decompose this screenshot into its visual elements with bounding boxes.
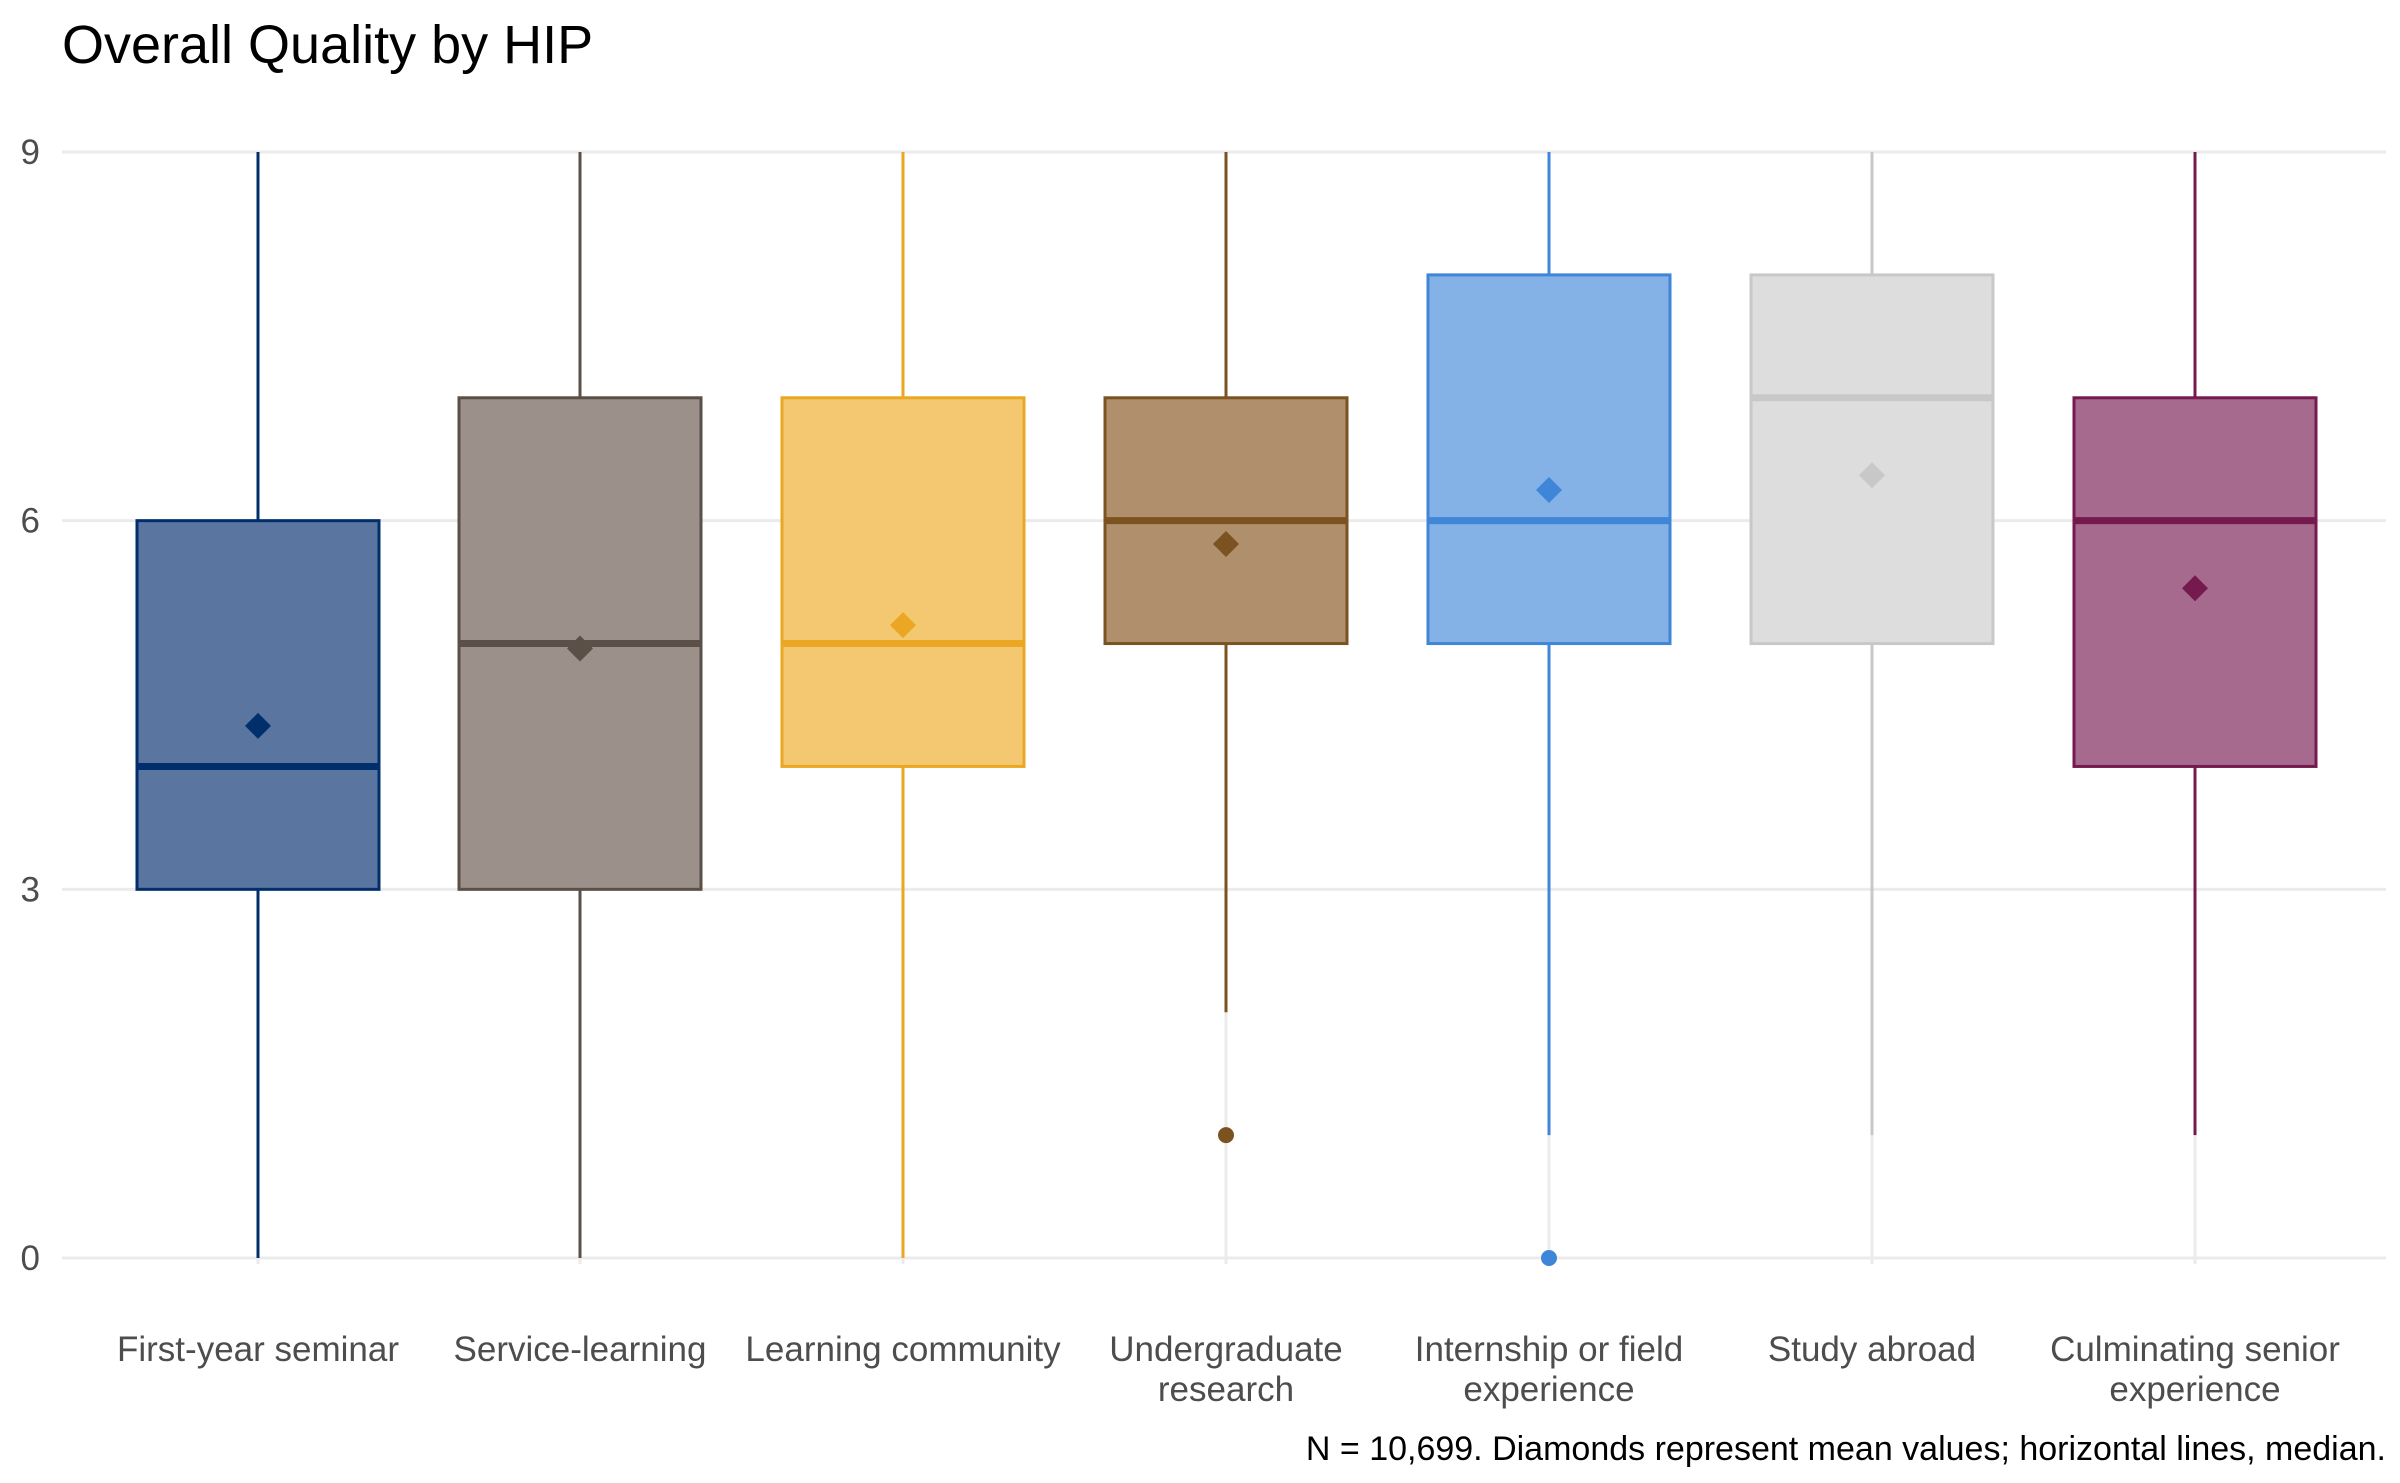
- y-tick-label: 0: [21, 1239, 40, 1278]
- x-tick-label: Study abroad: [1768, 1330, 1976, 1369]
- outlier-point: [1218, 1127, 1234, 1144]
- x-tick-label: First-year seminar: [117, 1330, 399, 1369]
- box-2: [457, 152, 703, 1258]
- y-tick-label: 3: [21, 870, 40, 909]
- iqr-box: [1749, 273, 1995, 646]
- box-5: [1426, 152, 1672, 1266]
- box-6: [1749, 152, 1995, 1136]
- y-axis-tick-labels: 0 3 6 9: [21, 133, 40, 1278]
- mean-diamond: [567, 635, 593, 662]
- box-plots: [135, 152, 2318, 1266]
- x-tick-label: Culminating senior experience: [2050, 1330, 2340, 1409]
- outlier-point: [1541, 1250, 1557, 1266]
- x-axis-tick-labels: First-year seminar Service-learning Learni…: [117, 1330, 2340, 1409]
- y-tick-label: 6: [21, 502, 40, 541]
- x-tick-label: Learning community: [745, 1330, 1061, 1369]
- x-tick-label: Internship or field experience: [1415, 1330, 1683, 1409]
- chart-title: Overall Quality by HIP: [62, 15, 593, 75]
- iqr-box: [780, 396, 1026, 768]
- mean-diamond: [2182, 575, 2208, 602]
- box-3: [780, 152, 1026, 1258]
- box-7: [2072, 152, 2318, 1136]
- box-4: [1103, 152, 1349, 1144]
- box-1: [135, 152, 381, 1258]
- mean-diamond: [1859, 462, 1885, 489]
- iqr-box: [135, 519, 381, 891]
- y-tick-label: 9: [21, 133, 40, 172]
- x-tick-label: Service-learning: [454, 1330, 707, 1369]
- mean-diamond: [890, 612, 916, 639]
- iqr-box: [1426, 273, 1672, 646]
- mean-diamond: [1213, 531, 1239, 558]
- gridlines: [62, 150, 2386, 1264]
- mean-diamond: [245, 712, 271, 739]
- x-tick-label: Undergraduate research: [1109, 1330, 1343, 1409]
- chart-caption: N = 10,699. Diamonds represent mean valu…: [1306, 1430, 2386, 1468]
- mean-diamond: [1536, 476, 1562, 503]
